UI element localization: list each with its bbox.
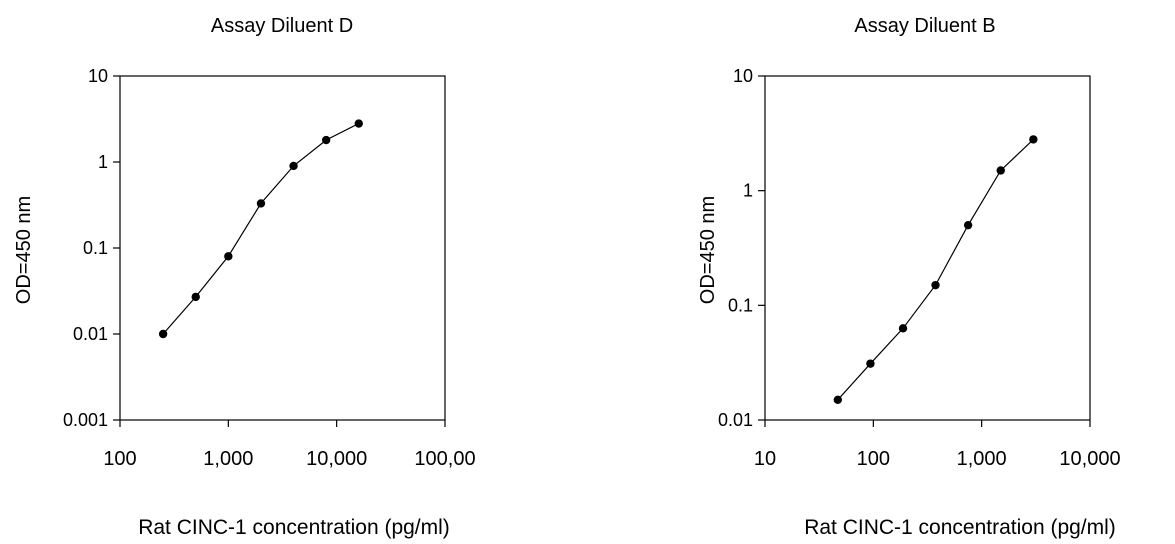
y-tick-label: 0.1 [83, 238, 108, 258]
y-tick-label: 0.01 [718, 410, 753, 430]
y-tick-label: 0.001 [63, 410, 108, 430]
y-tick-label: 10 [88, 66, 108, 86]
data-point [321, 135, 331, 145]
y-tick-label: 10 [733, 66, 753, 86]
data-point [963, 220, 973, 230]
plot-frame [764, 75, 1091, 421]
x-tick-label: 1,000 [203, 448, 253, 470]
x-tick-label: 100,00 [414, 448, 475, 470]
x-axis-label: Rat CINC-1 concentration (pg/ml) [804, 516, 1116, 539]
x-tick-label: 100 [103, 448, 136, 470]
data-point [1029, 135, 1038, 144]
data-point [931, 280, 940, 290]
chart-title: Assay Diluent B [854, 15, 995, 37]
data-point [898, 324, 908, 333]
y-axis-label: OD=450 nm [697, 196, 719, 304]
y-tick-label: 0.01 [73, 324, 108, 344]
data-point [191, 292, 200, 302]
chart-title: Assay Diluent D [211, 15, 353, 37]
y-tick-label: 0.1 [728, 295, 753, 315]
data-point [354, 119, 363, 128]
x-tick-label: 1,000 [957, 448, 1007, 470]
chart-diluent-d: Assay Diluent D 100 1,000 10,000 100,00 0.00… [13, 15, 476, 539]
plot-frame [119, 75, 446, 421]
y-tick-label: 1 [743, 181, 753, 201]
data-point [996, 166, 1005, 175]
x-tick-label: 10 [754, 448, 776, 470]
data-points [833, 135, 1038, 405]
y-axis-label: OD=450 nm [13, 196, 35, 304]
x-tick-label: 10,000 [1059, 448, 1120, 470]
axis-ticks: 100 1,000 10,000 100,00 0.001 0.01 0.1 1 10 [63, 66, 476, 470]
data-point [256, 199, 266, 208]
data-point [866, 359, 875, 368]
data-point [289, 161, 298, 171]
data-point [224, 252, 233, 261]
series-line [837, 138, 1034, 401]
data-point [833, 395, 843, 405]
data-point [158, 329, 168, 339]
y-tick-label: 1 [98, 152, 108, 172]
chart-diluent-b: Assay Diluent B 10 100 1,000 10,0000.010.11… [697, 15, 1121, 539]
data-points [158, 119, 363, 339]
x-tick-label: 10,000 [306, 448, 367, 470]
x-axis-label: Rat CINC-1 concentration (pg/ml) [138, 516, 450, 539]
series-line [162, 122, 360, 335]
x-tick-label: 100 [857, 448, 890, 470]
axis-ticks: 10 100 1,000 10,000 0.01 0.1 1 10 [718, 66, 1121, 470]
